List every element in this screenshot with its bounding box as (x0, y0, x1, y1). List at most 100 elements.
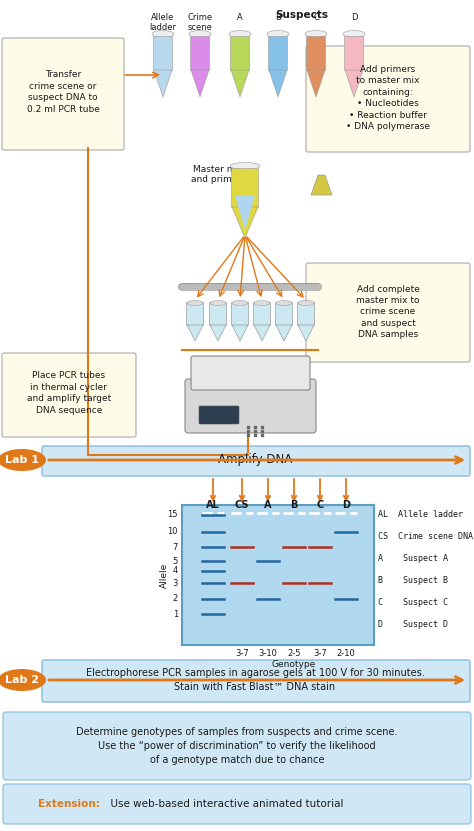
FancyBboxPatch shape (268, 37, 288, 71)
Text: 1: 1 (173, 610, 178, 619)
Ellipse shape (267, 31, 289, 37)
Text: 7: 7 (173, 543, 178, 552)
Ellipse shape (276, 301, 292, 306)
Text: Place PCR tubes
in thermal cycler
and amplify target
DNA sequence: Place PCR tubes in thermal cycler and am… (27, 371, 111, 415)
Text: Extension:: Extension: (38, 799, 100, 809)
Ellipse shape (0, 669, 46, 691)
FancyBboxPatch shape (307, 37, 326, 71)
Polygon shape (232, 207, 258, 238)
Polygon shape (232, 325, 248, 341)
Text: Allele
ladder: Allele ladder (149, 13, 176, 32)
Text: 2: 2 (173, 594, 178, 603)
FancyBboxPatch shape (185, 379, 316, 433)
Text: C: C (313, 13, 319, 22)
FancyBboxPatch shape (231, 302, 248, 326)
Text: B: B (290, 500, 298, 510)
FancyBboxPatch shape (230, 37, 249, 71)
FancyBboxPatch shape (345, 37, 364, 71)
Text: Use web-based interactive animated tutorial: Use web-based interactive animated tutor… (104, 799, 344, 809)
FancyBboxPatch shape (298, 302, 315, 326)
FancyBboxPatch shape (275, 302, 292, 326)
FancyBboxPatch shape (3, 784, 471, 824)
Text: 3: 3 (173, 579, 178, 588)
Text: A: A (237, 13, 243, 22)
Text: Determine genotypes of samples from suspects and crime scene.
Use the “power of : Determine genotypes of samples from susp… (76, 727, 398, 765)
Polygon shape (345, 70, 363, 97)
Text: D: D (351, 13, 357, 22)
Polygon shape (254, 325, 270, 341)
Text: C    Suspect C: C Suspect C (378, 598, 448, 607)
Ellipse shape (189, 31, 211, 37)
FancyBboxPatch shape (231, 169, 258, 208)
FancyBboxPatch shape (154, 37, 173, 71)
Ellipse shape (230, 163, 260, 170)
Polygon shape (231, 70, 249, 97)
Text: Lab 1: Lab 1 (5, 455, 39, 465)
Ellipse shape (343, 31, 365, 37)
Text: AL  Allele ladder: AL Allele ladder (378, 510, 463, 519)
Ellipse shape (305, 31, 327, 37)
Text: B: B (275, 13, 281, 22)
Text: 2-10: 2-10 (337, 649, 356, 658)
Text: 5: 5 (173, 557, 178, 566)
FancyBboxPatch shape (306, 46, 470, 152)
FancyBboxPatch shape (199, 406, 239, 424)
Text: CS: CS (235, 500, 249, 510)
Ellipse shape (187, 301, 203, 306)
Text: 4: 4 (173, 566, 178, 575)
Text: A    Suspect A: A Suspect A (378, 554, 448, 563)
Text: CS  Crime scene DNA: CS Crime scene DNA (378, 532, 473, 541)
Text: 15: 15 (167, 510, 178, 519)
Text: Add primers
to master mix
containing:
• Nucleotides
• Reaction buffer
• DNA poly: Add primers to master mix containing: • … (346, 65, 430, 131)
Ellipse shape (254, 301, 270, 306)
Text: C: C (316, 500, 324, 510)
Text: Electrophorese PCR samples in agarose gels at 100 V for 30 minutes.
Stain with F: Electrophorese PCR samples in agarose ge… (86, 668, 424, 692)
Text: 3-7: 3-7 (313, 649, 327, 658)
Ellipse shape (232, 301, 248, 306)
Text: Transfer
crime scene or
suspect DNA to
0.2 ml PCR tube: Transfer crime scene or suspect DNA to 0… (27, 71, 100, 114)
Text: 3-7: 3-7 (235, 649, 249, 658)
Text: Crime
scene: Crime scene (187, 13, 212, 32)
Polygon shape (298, 325, 314, 341)
Text: Suspects: Suspects (275, 10, 328, 20)
Text: 2-5: 2-5 (287, 649, 301, 658)
FancyBboxPatch shape (210, 302, 227, 326)
Polygon shape (235, 195, 255, 230)
Text: AL: AL (206, 500, 220, 510)
Text: Allele: Allele (159, 563, 168, 588)
Polygon shape (191, 70, 209, 97)
Ellipse shape (298, 301, 314, 306)
Ellipse shape (210, 301, 226, 306)
Text: B    Suspect B: B Suspect B (378, 576, 448, 585)
FancyBboxPatch shape (254, 302, 271, 326)
Bar (182, 505, 374, 645)
Text: Genotype: Genotype (272, 660, 316, 669)
Ellipse shape (152, 31, 174, 37)
FancyBboxPatch shape (191, 356, 310, 390)
FancyBboxPatch shape (3, 712, 471, 780)
Ellipse shape (0, 449, 46, 471)
Text: Lab 2: Lab 2 (5, 675, 39, 685)
Polygon shape (311, 175, 332, 195)
Text: D    Suspect D: D Suspect D (378, 620, 448, 629)
FancyBboxPatch shape (2, 353, 136, 437)
Polygon shape (210, 325, 226, 341)
Polygon shape (154, 70, 172, 97)
FancyBboxPatch shape (42, 446, 470, 476)
Text: 3-10: 3-10 (258, 649, 277, 658)
Text: Master mix
and primers: Master mix and primers (191, 165, 246, 184)
FancyBboxPatch shape (191, 37, 210, 71)
FancyBboxPatch shape (42, 660, 470, 702)
Ellipse shape (229, 31, 251, 37)
Text: Amplify DNA: Amplify DNA (218, 454, 292, 466)
FancyBboxPatch shape (2, 38, 124, 150)
Polygon shape (187, 325, 203, 341)
Polygon shape (269, 70, 287, 97)
Text: 10: 10 (167, 527, 178, 536)
FancyBboxPatch shape (306, 263, 470, 362)
FancyBboxPatch shape (186, 302, 203, 326)
Text: D: D (342, 500, 350, 510)
Text: Add complete
master mix to
crime scene
and suspect
DNA samples: Add complete master mix to crime scene a… (356, 284, 420, 339)
Polygon shape (307, 70, 325, 97)
Text: A: A (264, 500, 272, 510)
